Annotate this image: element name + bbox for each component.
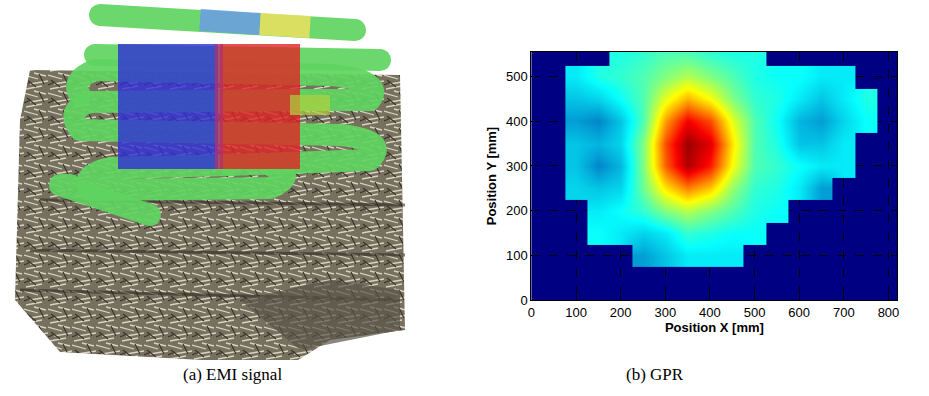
svg-text:300: 300 bbox=[506, 159, 528, 174]
svg-text:600: 600 bbox=[788, 305, 810, 320]
svg-text:Position X [mm]: Position X [mm] bbox=[665, 320, 764, 335]
svg-text:100: 100 bbox=[565, 305, 587, 320]
svg-text:200: 200 bbox=[610, 305, 632, 320]
svg-text:(a) EMI signal: (a) EMI signal bbox=[183, 365, 282, 384]
svg-text:700: 700 bbox=[833, 305, 855, 320]
svg-text:(b) GPR: (b) GPR bbox=[626, 365, 684, 384]
svg-text:800: 800 bbox=[878, 305, 900, 320]
svg-text:300: 300 bbox=[654, 305, 676, 320]
svg-text:500: 500 bbox=[506, 69, 528, 84]
svg-text:200: 200 bbox=[506, 203, 528, 218]
svg-text:100: 100 bbox=[506, 248, 528, 263]
svg-text:0: 0 bbox=[528, 305, 535, 320]
svg-text:400: 400 bbox=[699, 305, 721, 320]
svg-text:Position Y [mm]: Position Y [mm] bbox=[484, 127, 499, 225]
svg-text:500: 500 bbox=[744, 305, 766, 320]
svg-text:0: 0 bbox=[521, 293, 528, 308]
svg-text:400: 400 bbox=[506, 114, 528, 129]
